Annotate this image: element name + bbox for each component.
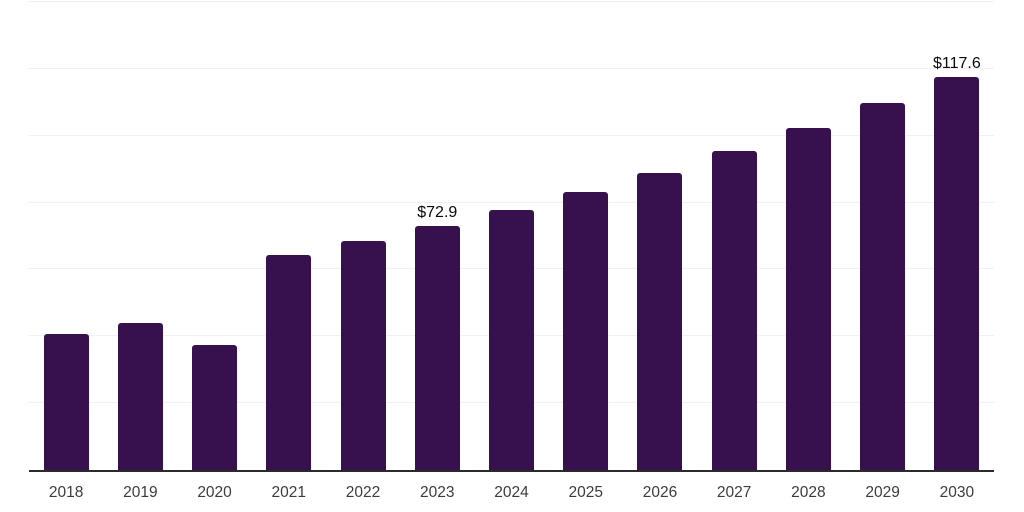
x-axis: 2018 2019 2020 2021 2022 2023 2024 2025 2026 2027…: [29, 470, 994, 510]
x-tick-2029: 2029: [865, 484, 900, 501]
bar-2025: [563, 191, 609, 470]
bar-2028: [785, 128, 831, 470]
x-tick-2030: 2030: [939, 484, 975, 501]
bar-2029: [860, 102, 906, 470]
gridline-120: [29, 67, 994, 69]
x-tick-2018: 2018: [48, 484, 84, 501]
bar-2019: [117, 323, 163, 470]
gridline-140: [29, 1, 994, 2]
gridline-100: [29, 134, 994, 136]
bar-2021: [266, 255, 312, 470]
gridline-80: [29, 201, 994, 203]
x-tick-2022: 2022: [345, 484, 381, 501]
bar-2018: [43, 333, 89, 470]
x-tick-2020: 2020: [197, 484, 232, 501]
x-tick-2025: 2025: [568, 484, 603, 501]
x-tick-2019: 2019: [123, 484, 158, 501]
x-tick-2021: 2021: [271, 484, 307, 501]
x-tick-2027: 2027: [716, 484, 752, 501]
bar-2022: [340, 241, 386, 470]
x-tick-2023: 2023: [420, 484, 455, 501]
x-tick-2024: 2024: [494, 484, 529, 501]
plot-area: $72.9 $117.6: [29, 1, 994, 472]
bar-2027: [711, 151, 757, 470]
data-label-2023: $72.9: [417, 204, 458, 222]
x-tick-2026: 2026: [642, 484, 678, 501]
bar-2023: [414, 226, 460, 470]
bar-2020: [192, 345, 238, 470]
x-axis-line: [29, 470, 994, 472]
bar-2026: [637, 172, 683, 470]
x-tick-2028: 2028: [791, 484, 826, 501]
bar-2030: [934, 76, 980, 470]
bar-2024: [489, 209, 534, 470]
data-label-2030: $117.6: [933, 54, 981, 72]
